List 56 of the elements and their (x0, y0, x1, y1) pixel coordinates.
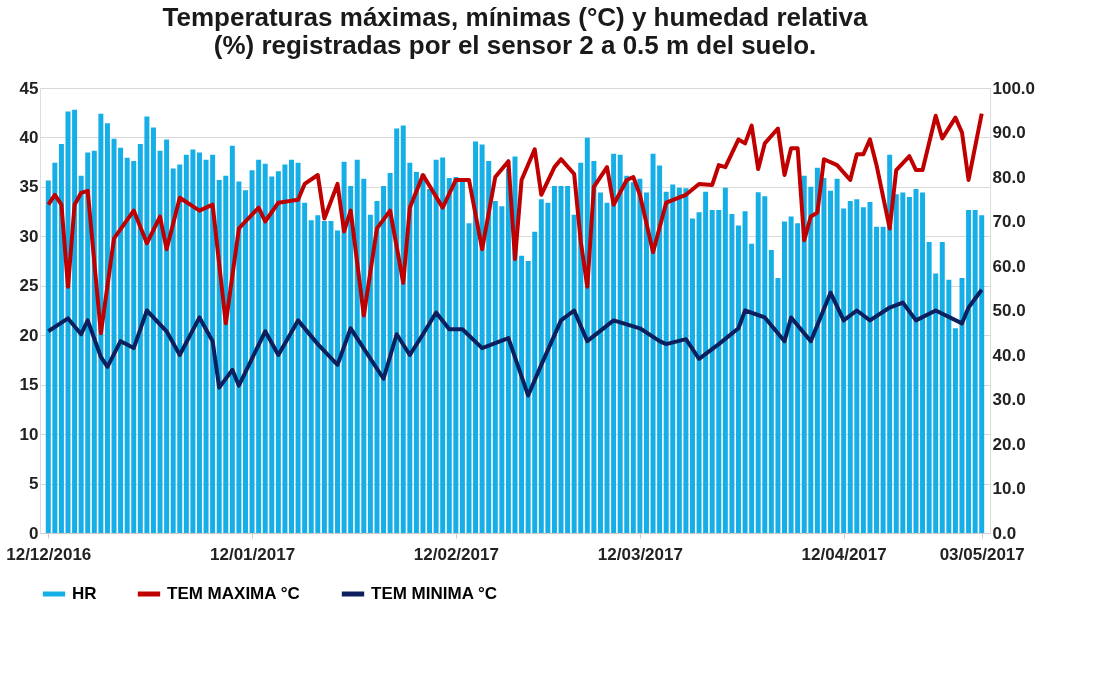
bar (289, 159, 294, 533)
bar (72, 109, 78, 533)
bar (150, 127, 156, 533)
legend-label: TEM MINIMA °C (371, 584, 498, 603)
x-tick-label: 12/03/2017 (597, 544, 683, 564)
y2-tick-label: 70.0 (992, 212, 1026, 231)
bar (551, 185, 557, 533)
y2-tick-label: 10.0 (992, 479, 1026, 498)
bar (473, 141, 479, 533)
y-tick-label: 35 (19, 177, 39, 197)
y2-tick-label: 40.0 (992, 345, 1026, 365)
y2-tick-label: 100.0 (992, 78, 1036, 98)
bar (519, 255, 525, 533)
legend-label: HR (72, 584, 97, 603)
x-tick-label: 12/12/2016 (6, 544, 92, 564)
y-tick-label: 15 (19, 375, 39, 395)
y2-tick-label: 80.0 (992, 167, 1026, 187)
y-tick-label: 45 (19, 78, 39, 98)
y2-tick-label: 60.0 (992, 256, 1026, 276)
bar (381, 185, 387, 533)
bar (597, 192, 603, 533)
bar (104, 123, 110, 533)
legend-label: TEM MAXIMA °C (167, 584, 300, 603)
bar (427, 189, 433, 533)
bar (782, 221, 787, 533)
y-tick-label: 25 (19, 276, 39, 296)
bar (966, 209, 972, 533)
x-tick-label: 12/01/2017 (210, 544, 296, 564)
bar (196, 152, 202, 533)
bar (952, 328, 958, 533)
line-series (46, 287, 984, 398)
y-tick-label: 20 (19, 325, 39, 345)
line-series (46, 111, 984, 336)
y2-tick-label: 20.0 (992, 434, 1026, 454)
x-tick-label: 12/02/2017 (413, 544, 499, 564)
y-tick-label: 10 (19, 424, 39, 444)
bar (874, 226, 880, 533)
y-tick-label: 5 (29, 474, 39, 494)
bar (689, 218, 695, 533)
y2-tick-label: 0.0 (992, 523, 1017, 543)
y2-tick-label: 30.0 (992, 390, 1026, 409)
y-tick-label: 30 (19, 226, 39, 246)
bar (335, 230, 341, 533)
y-tick-label: 0 (29, 523, 39, 543)
bar (505, 168, 511, 533)
x-tick-label: 12/04/2017 (801, 544, 887, 564)
bar (920, 192, 926, 533)
chart-title: Temperaturas máximas, mínimas (°C) y humedad relativa (%) registradas por el sensor 2 a 0.5 m del suelo. (162, 2, 869, 60)
y2-tick-label: 90.0 (992, 123, 1026, 142)
bar (828, 190, 834, 533)
bar (643, 192, 649, 533)
x-tick-label: 03/05/2017 (939, 544, 1025, 564)
y-tick-label: 40 (19, 127, 39, 147)
y2-tick-label: 50.0 (992, 301, 1026, 320)
bar (736, 225, 741, 533)
bar (243, 190, 248, 533)
